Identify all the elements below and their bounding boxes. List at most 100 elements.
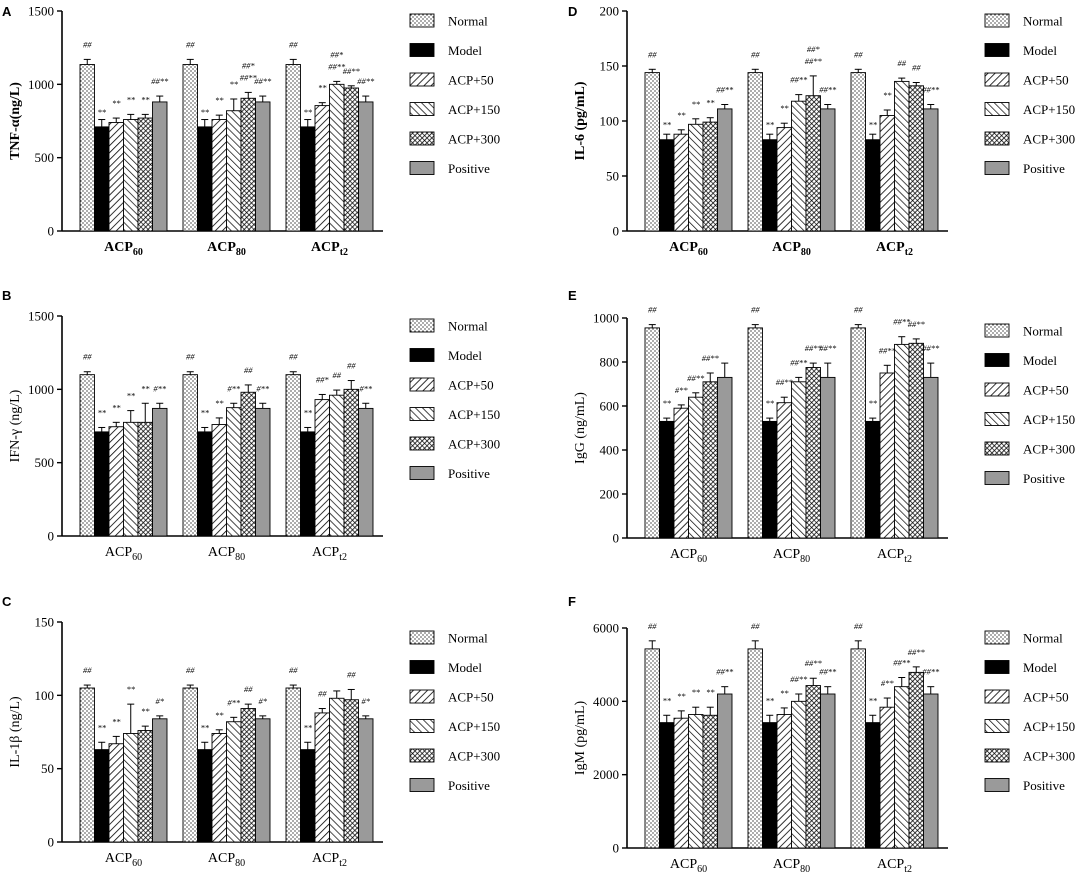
x-category-label: ACP60 bbox=[670, 857, 707, 875]
legend-label: ACP+300 bbox=[1023, 749, 1075, 764]
legend-swatch bbox=[984, 382, 1010, 397]
x-category-label: ACP80 bbox=[773, 857, 810, 875]
bar-acp-150 bbox=[791, 100, 807, 232]
significance-label: ** bbox=[663, 120, 672, 130]
bar-normal bbox=[182, 687, 198, 843]
x-category-label: ACPt2 bbox=[877, 857, 912, 875]
significance-label: #** bbox=[227, 383, 241, 393]
significance-label: ** bbox=[127, 684, 136, 694]
y-tick-label: 150 bbox=[35, 615, 55, 630]
significance-label: ##** bbox=[240, 72, 258, 82]
x-category-label: ACPt2 bbox=[877, 547, 912, 565]
significance-label: ## bbox=[289, 352, 298, 362]
significance-label: ## bbox=[186, 352, 195, 362]
bar-positive bbox=[152, 718, 168, 843]
bar-acp-150 bbox=[894, 686, 910, 849]
significance-label: #** bbox=[359, 383, 373, 393]
bar-acp-50 bbox=[879, 706, 895, 849]
significance-label: ** bbox=[112, 402, 121, 412]
legend-label: ACP+300 bbox=[1023, 132, 1075, 147]
y-tick-label: 0 bbox=[48, 224, 55, 239]
significance-label: ** bbox=[201, 407, 210, 417]
legend-swatch bbox=[409, 436, 435, 451]
y-tick-label: 50 bbox=[606, 169, 619, 184]
bar-acp-300 bbox=[240, 391, 256, 537]
legend-swatch bbox=[984, 660, 1010, 674]
significance-label: ##** bbox=[805, 343, 823, 353]
x-category-label: ACP60 bbox=[670, 547, 707, 565]
bar-acp-300 bbox=[240, 97, 256, 232]
y-tick-label: 0 bbox=[613, 224, 620, 239]
bar-model bbox=[762, 420, 778, 539]
significance-label: ##** bbox=[151, 76, 169, 86]
legend-label: ACP+50 bbox=[448, 378, 494, 393]
y-tick-label: 150 bbox=[600, 59, 620, 74]
significance-label: ##** bbox=[716, 667, 734, 677]
bar-acp-150 bbox=[123, 119, 139, 232]
bar-acp-300 bbox=[908, 671, 924, 849]
x-category-label: ACPt2 bbox=[311, 240, 348, 258]
significance-label: ## bbox=[751, 49, 760, 59]
legend-label: Normal bbox=[1023, 324, 1063, 339]
bar-acp-150 bbox=[329, 83, 345, 232]
significance-label: ## bbox=[333, 370, 342, 380]
significance-label: ## bbox=[83, 39, 92, 49]
x-category-label: ACP80 bbox=[207, 240, 246, 258]
legend-swatch bbox=[409, 778, 435, 792]
bar-positive bbox=[358, 101, 374, 232]
significance-label: ** bbox=[692, 99, 701, 109]
bar-acp-150 bbox=[123, 421, 139, 537]
legend-swatch bbox=[984, 43, 1010, 57]
bar-normal bbox=[850, 72, 866, 232]
significance-label: ##** bbox=[908, 647, 926, 657]
bar-acp-150 bbox=[226, 407, 242, 537]
significance-label: ##* bbox=[330, 49, 344, 59]
significance-label: ##** bbox=[343, 66, 361, 76]
significance-label: #* bbox=[362, 696, 371, 706]
bar-acp-50 bbox=[776, 127, 792, 232]
legend-swatch bbox=[409, 43, 435, 57]
bar-positive bbox=[923, 693, 939, 849]
bar-model bbox=[659, 139, 675, 232]
bar-acp-300 bbox=[137, 421, 153, 537]
legend-label: ACP+300 bbox=[1023, 442, 1075, 457]
significance-label: ** bbox=[869, 695, 878, 705]
significance-label: ## bbox=[83, 352, 92, 362]
x-category-label: ACP80 bbox=[773, 547, 810, 565]
significance-label: ##** bbox=[879, 345, 897, 355]
significance-label: ** bbox=[215, 710, 224, 720]
x-category-label: ACP80 bbox=[208, 545, 245, 563]
bar-acp-300 bbox=[805, 685, 821, 849]
significance-label: ##** bbox=[702, 353, 720, 363]
significance-label: ** bbox=[201, 107, 210, 117]
significance-label: ##** bbox=[819, 667, 837, 677]
y-tick-label: 1500 bbox=[28, 309, 54, 324]
legend-label: ACP+50 bbox=[1023, 690, 1069, 705]
legend-swatch bbox=[409, 72, 435, 87]
significance-label: ## bbox=[854, 621, 863, 631]
bar-acp-300 bbox=[137, 117, 153, 232]
bar-acp-300 bbox=[805, 367, 821, 539]
bar-normal bbox=[644, 648, 660, 849]
y-tick-label: 1500 bbox=[28, 4, 54, 19]
significance-label: ##* bbox=[807, 44, 821, 54]
legend-label: Normal bbox=[448, 631, 488, 646]
legend-label: ACP+150 bbox=[1023, 412, 1075, 427]
significance-label: ** bbox=[230, 79, 239, 89]
legend-label: Model bbox=[448, 660, 482, 675]
panel-letter: B bbox=[2, 288, 11, 303]
bar-acp-50 bbox=[314, 712, 330, 843]
bar-acp-50 bbox=[108, 122, 124, 232]
bar-acp-300 bbox=[343, 388, 359, 537]
bar-positive bbox=[717, 108, 733, 232]
significance-label: ** bbox=[127, 391, 136, 401]
significance-label: ** bbox=[869, 120, 878, 130]
legend-label: Model bbox=[1023, 353, 1057, 368]
significance-label: ##** bbox=[893, 317, 911, 327]
bar-acp-300 bbox=[908, 85, 924, 232]
legend-label: ACP+150 bbox=[1023, 102, 1075, 117]
y-tick-label: 100 bbox=[35, 688, 55, 703]
significance-label: ** bbox=[304, 407, 313, 417]
